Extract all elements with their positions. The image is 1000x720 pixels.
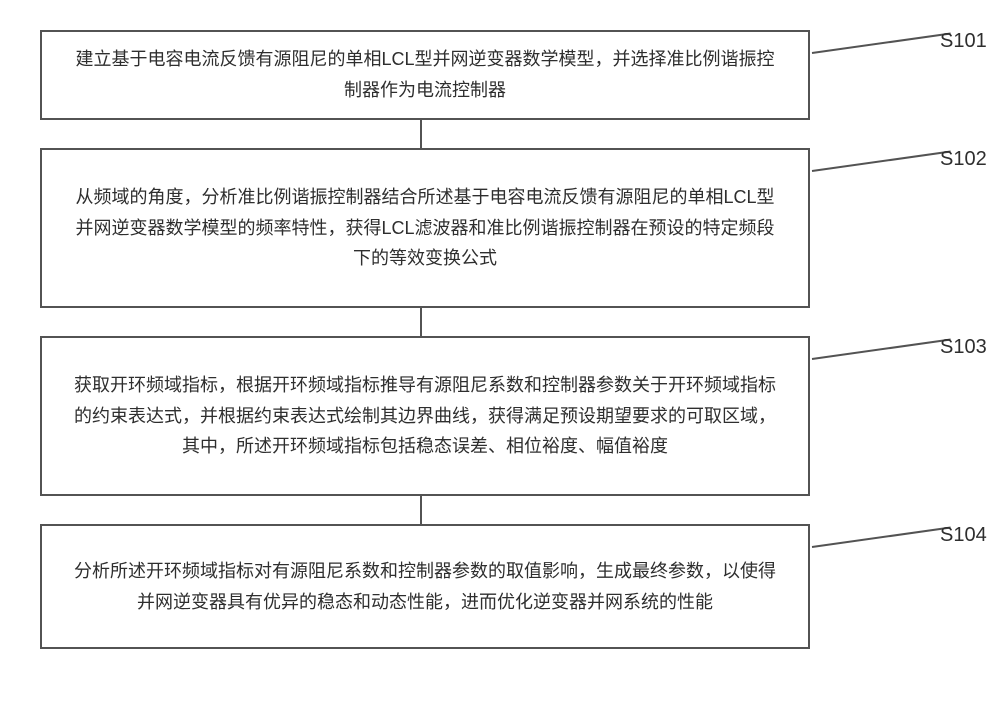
- flow-node-s101: 建立基于电容电流反馈有源阻尼的单相LCL型并网逆变器数学模型，并选择准比例谐振控…: [40, 30, 810, 120]
- step-label-s104: S104: [940, 524, 987, 547]
- connector: [420, 120, 422, 148]
- flow-node-s102: 从频域的角度，分析准比例谐振控制器结合所述基于电容电流反馈有源阻尼的单相LCL型…: [40, 148, 810, 308]
- flow-node-text: 从频域的角度，分析准比例谐振控制器结合所述基于电容电流反馈有源阻尼的单相LCL型…: [72, 182, 778, 274]
- flow-node-text: 获取开环频域指标，根据开环频域指标推导有源阻尼系数和控制器参数关于开环频域指标的…: [72, 370, 778, 462]
- leader-line: [812, 33, 951, 54]
- step-label-s102: S102: [940, 148, 987, 171]
- step-label-s101: S101: [940, 30, 987, 53]
- step-label-s103: S103: [940, 336, 987, 359]
- flow-node-s103: 获取开环频域指标，根据开环频域指标推导有源阻尼系数和控制器参数关于开环频域指标的…: [40, 336, 810, 496]
- flow-node-text: 分析所述开环频域指标对有源阻尼系数和控制器参数的取值影响，生成最终参数，以使得并…: [72, 556, 778, 617]
- leader-line: [812, 339, 951, 360]
- flowchart-container: 建立基于电容电流反馈有源阻尼的单相LCL型并网逆变器数学模型，并选择准比例谐振控…: [40, 30, 960, 649]
- connector: [420, 496, 422, 524]
- flow-node-s104: 分析所述开环频域指标对有源阻尼系数和控制器参数的取值影响，生成最终参数，以使得并…: [40, 524, 810, 649]
- flow-node-text: 建立基于电容电流反馈有源阻尼的单相LCL型并网逆变器数学模型，并选择准比例谐振控…: [72, 44, 778, 105]
- leader-line: [812, 527, 951, 548]
- connector: [420, 308, 422, 336]
- leader-line: [812, 151, 951, 172]
